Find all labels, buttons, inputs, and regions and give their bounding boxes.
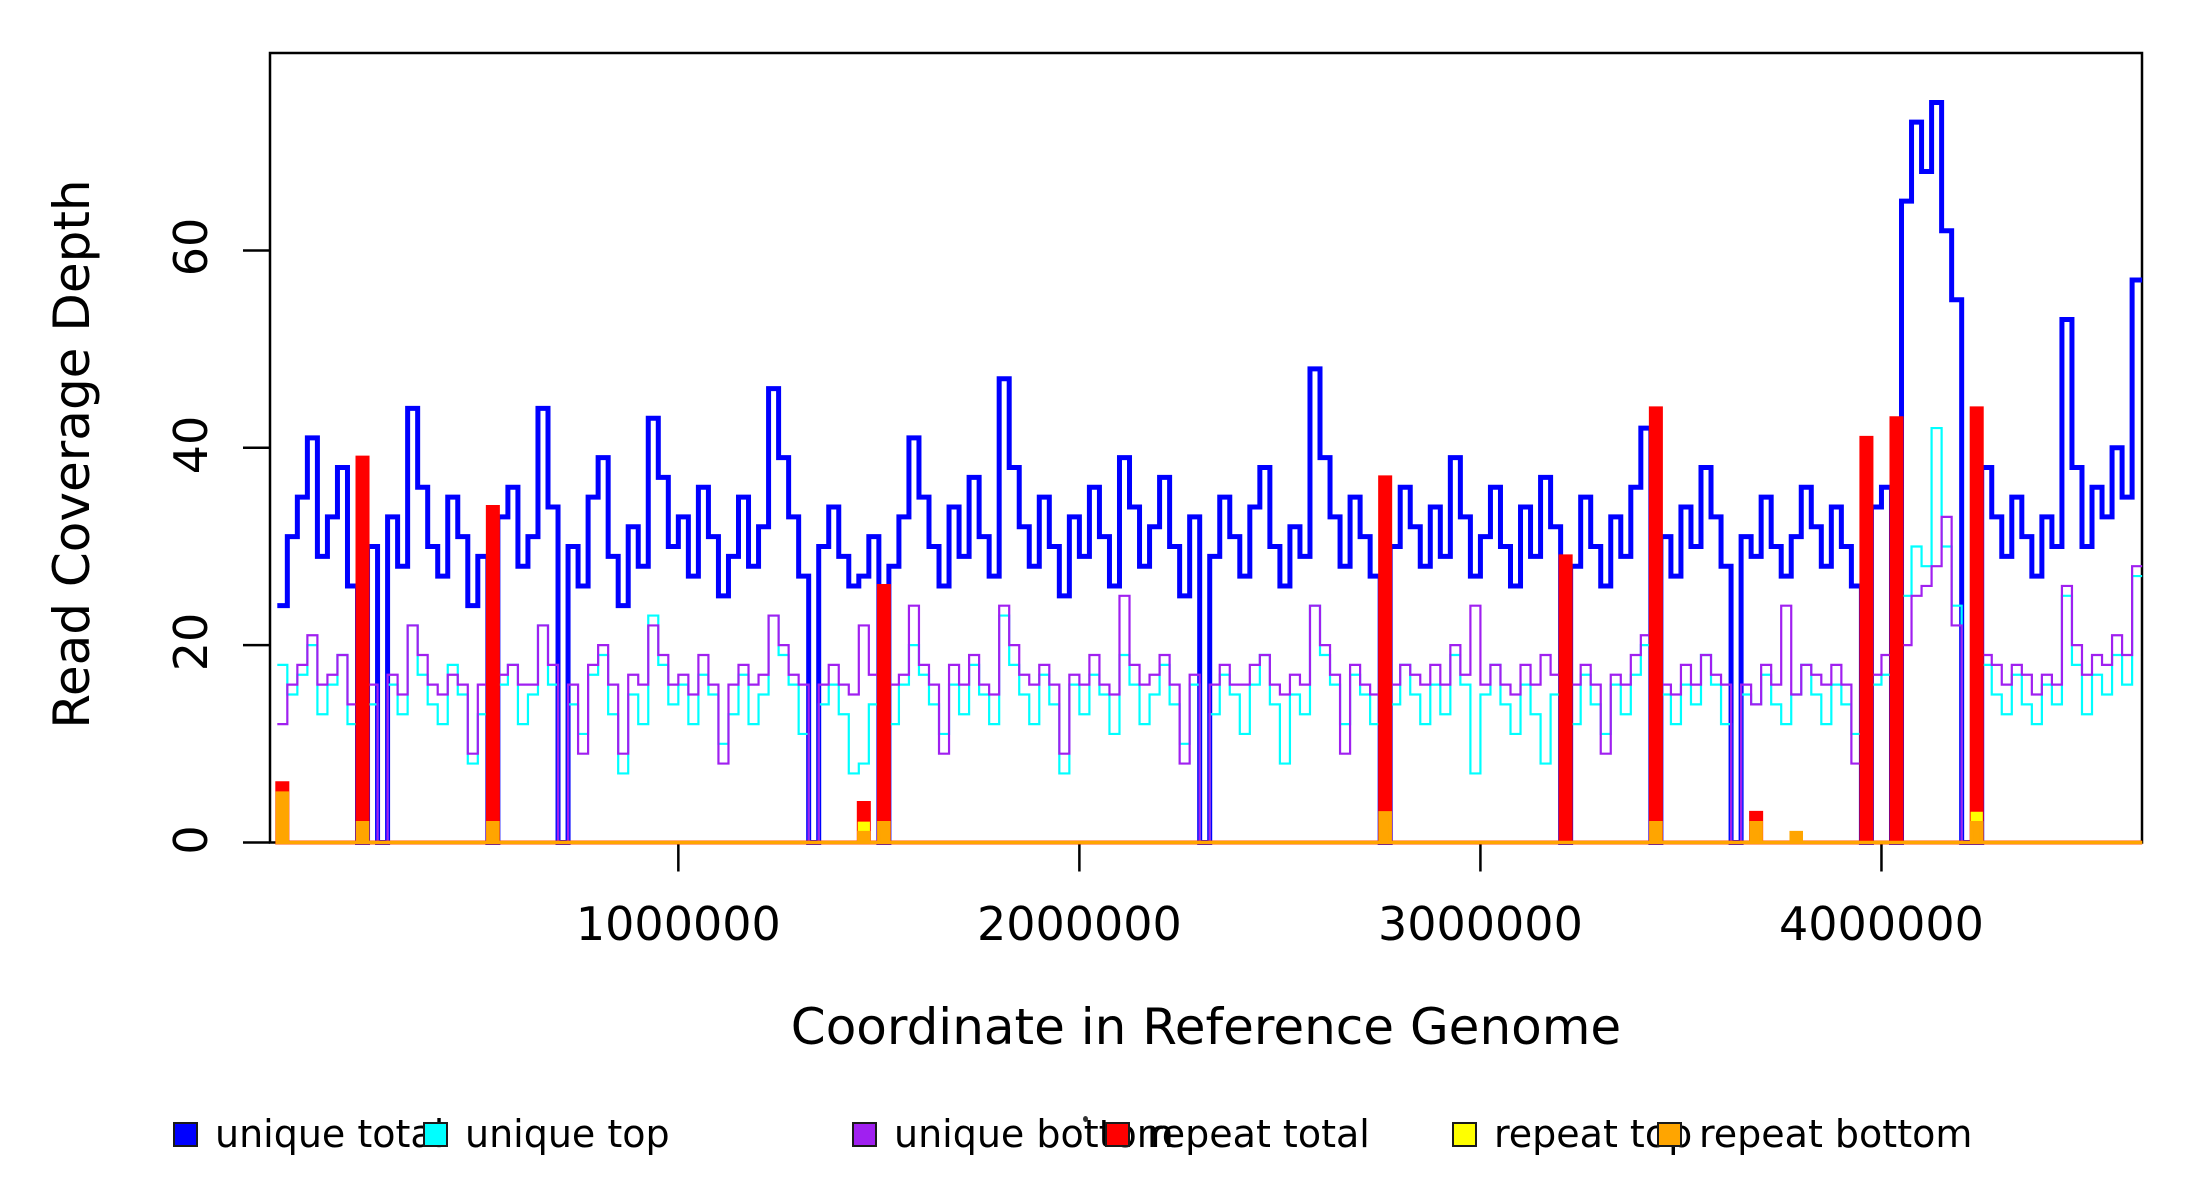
legend-item-repeat-top: repeat top — [1452, 1112, 1692, 1156]
x-axis-title: Coordinate in Reference Genome — [790, 998, 1622, 1056]
y-tick-label-0: 0 — [164, 824, 218, 855]
legend-item-repeat-total: repeat total — [1105, 1112, 1370, 1156]
legend-label: repeat bottom — [1699, 1112, 1973, 1156]
y-tick-label-60: 60 — [164, 218, 218, 277]
legend-swatch-icon — [852, 1121, 877, 1147]
chart-legend: unique total unique top unique bottom repea… — [0, 1112, 2200, 1158]
legend-item-unique-total: unique total — [173, 1112, 444, 1156]
x-tick-label-2000000: 2000000 — [976, 897, 1182, 951]
legend-swatch-icon — [1657, 1121, 1682, 1147]
y-tick-label-40: 40 — [164, 415, 218, 475]
legend-label: repeat total — [1147, 1112, 1370, 1156]
series-repeat-bottom — [275, 791, 2143, 845]
legend-swatch-icon — [1452, 1121, 1477, 1147]
y-axis-title: Read Coverage Depth — [43, 179, 101, 729]
legend-item-unique-top: unique top — [423, 1112, 670, 1156]
legend-label: unique total — [215, 1112, 445, 1156]
y-tick-label-20: 20 — [164, 612, 218, 672]
stray-dot-artifact — [1083, 1116, 1088, 1122]
legend-swatch-icon — [1105, 1121, 1130, 1147]
legend-swatch-icon — [173, 1121, 198, 1147]
x-tick-label-4000000: 4000000 — [1779, 897, 1984, 951]
legend-item-unique-bottom: unique bottom — [852, 1112, 1174, 1156]
legend-swatch-icon — [423, 1121, 448, 1147]
legend-label: unique top — [465, 1112, 670, 1156]
x-tick-label-3000000: 3000000 — [1377, 897, 1583, 951]
x-tick-label-1000000: 1000000 — [575, 897, 781, 951]
legend-item-repeat-bottom: repeat bottom — [1657, 1112, 1972, 1156]
